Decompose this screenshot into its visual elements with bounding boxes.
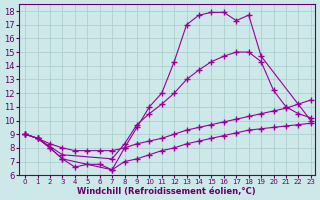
X-axis label: Windchill (Refroidissement éolien,°C): Windchill (Refroidissement éolien,°C) [77, 187, 256, 196]
